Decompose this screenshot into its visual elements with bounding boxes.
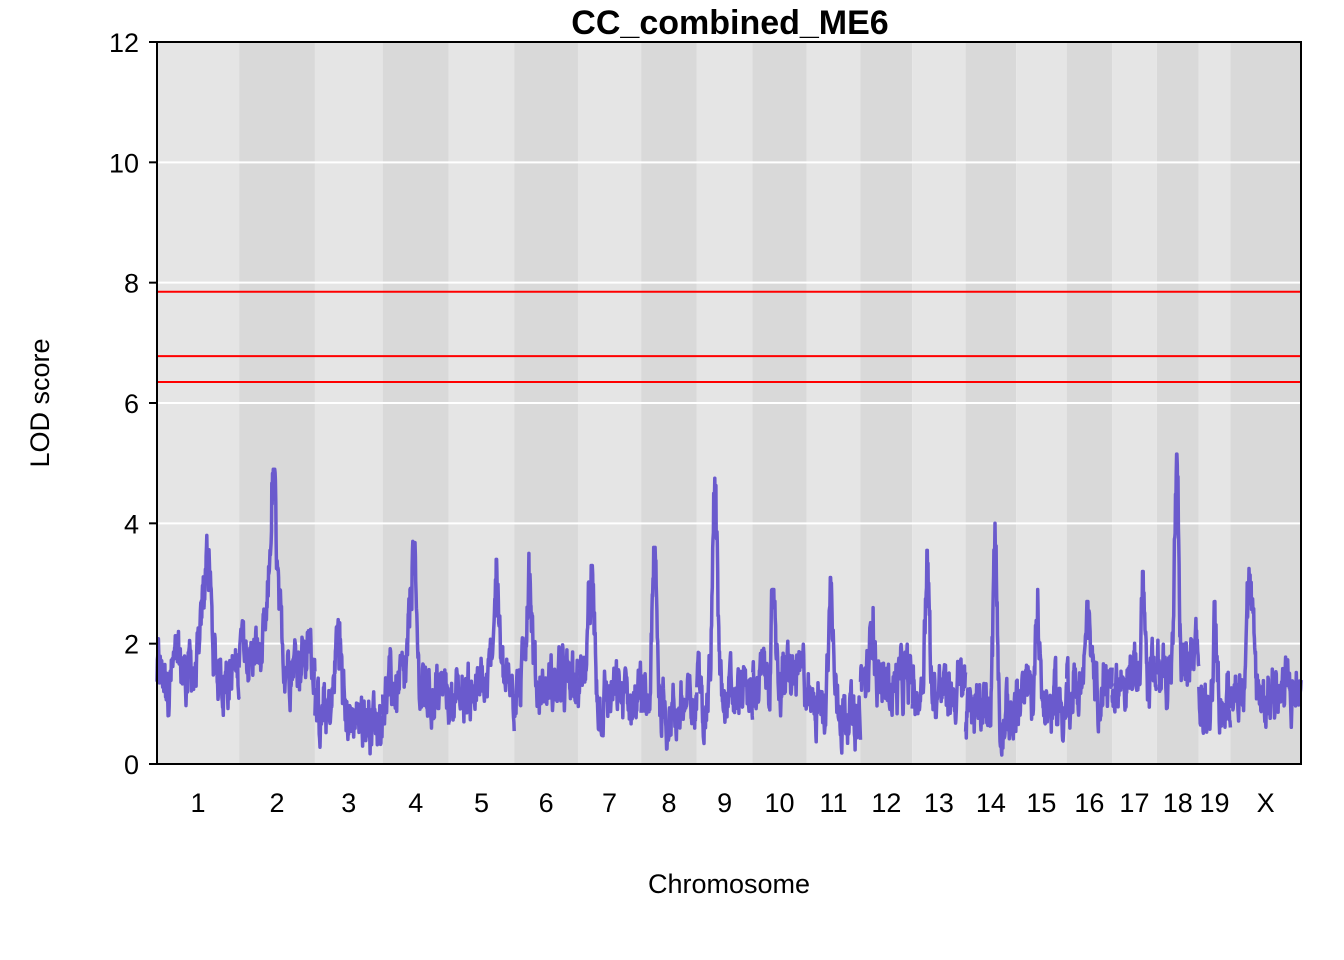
- x-tick-label-chr-19: 19: [1200, 788, 1230, 818]
- x-tick-label-chr-9: 9: [717, 788, 732, 818]
- lod-line-chr-19: [1197, 599, 1233, 735]
- lod-line-chr-18: [1155, 452, 1201, 711]
- lod-line-chr-4: [380, 539, 451, 730]
- x-axis-label: Chromosome: [648, 869, 810, 899]
- lod-line-chr-13: [910, 548, 968, 725]
- lod-series: [155, 452, 1303, 757]
- x-tick-label-chr-7: 7: [602, 788, 617, 818]
- lod-line-chr-15: [1014, 587, 1069, 743]
- x-tick-label-chr-10: 10: [765, 788, 795, 818]
- lod-line-chr-2: [237, 467, 317, 713]
- chart-title: CC_combined_ME6: [571, 4, 888, 42]
- y-tick-label-10: 10: [109, 148, 139, 178]
- threshold-lines: [157, 290, 1301, 383]
- x-tick-label-chr-17: 17: [1119, 788, 1149, 818]
- x-tick-label-chr-16: 16: [1074, 788, 1104, 818]
- lod-line-chr-14: [963, 521, 1018, 757]
- lod-line-chr-5: [446, 557, 516, 732]
- x-tick-label-chr-12: 12: [871, 788, 901, 818]
- lod-line-chr-16: [1064, 599, 1114, 734]
- x-tick-label-chr-18: 18: [1163, 788, 1193, 818]
- x-tick-label-chr-3: 3: [341, 788, 356, 818]
- x-tick-label-chr-6: 6: [539, 788, 554, 818]
- lod-line-chr-1: [155, 533, 241, 718]
- y-axis: 0 2 4 6 8 10 12: [109, 28, 157, 780]
- lod-line-chr-9: [695, 476, 755, 746]
- x-axis: 1 2 3 4 5 6 7 8 9 10 11 12 13 14 15 16 17 18 19 X: [191, 788, 1275, 818]
- lod-line-chr-6: [512, 551, 580, 719]
- x-tick-label-chr-5: 5: [474, 788, 489, 818]
- lod-line-chr-8: [639, 545, 699, 751]
- lod-line-chr-10: [750, 587, 809, 718]
- x-tick-label-chr-X: X: [1257, 788, 1275, 818]
- lod-line-chr-11: [804, 575, 863, 755]
- x-tick-label-chr-2: 2: [270, 788, 285, 818]
- y-tick-label-8: 8: [124, 269, 139, 299]
- y-tick-label-2: 2: [124, 630, 139, 660]
- lod-line-chr-17: [1110, 569, 1159, 714]
- grid-lines: [157, 161, 1301, 645]
- x-tick-label-chr-4: 4: [408, 788, 423, 818]
- lod-line-chr-12: [858, 605, 914, 717]
- lod-line-chr-7: [576, 563, 643, 738]
- x-tick-label-chr-15: 15: [1026, 788, 1056, 818]
- lod-line-chr-X: [1228, 566, 1303, 730]
- y-tick-label-0: 0: [124, 750, 139, 780]
- y-tick-label-4: 4: [124, 509, 139, 539]
- y-axis-label: LOD score: [25, 338, 55, 467]
- x-tick-label-chr-14: 14: [976, 788, 1006, 818]
- lod-line-chr-3: [313, 617, 385, 756]
- x-tick-label-chr-13: 13: [924, 788, 954, 818]
- x-tick-label-chr-1: 1: [191, 788, 206, 818]
- y-tick-label-12: 12: [109, 28, 139, 58]
- x-tick-label-chr-8: 8: [661, 788, 676, 818]
- y-tick-label-6: 6: [124, 389, 139, 419]
- x-tick-label-chr-11: 11: [820, 788, 848, 818]
